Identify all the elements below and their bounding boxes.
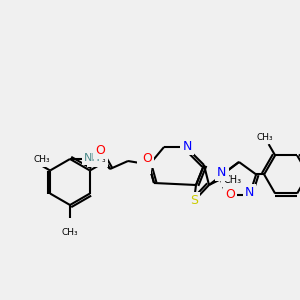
Text: O: O: [142, 152, 152, 166]
Text: CH₃: CH₃: [34, 155, 50, 164]
Text: N: N: [245, 186, 254, 199]
Text: CH₃: CH₃: [223, 175, 241, 185]
Text: S: S: [190, 194, 198, 208]
Text: N: N: [217, 166, 226, 179]
Text: N: N: [182, 140, 192, 152]
Text: N: N: [139, 158, 149, 172]
Text: NH: NH: [84, 153, 100, 163]
Text: CH₃: CH₃: [256, 133, 273, 142]
Text: CH₃: CH₃: [62, 228, 78, 237]
Text: O: O: [95, 143, 105, 157]
Text: O: O: [226, 188, 236, 201]
Text: CH₃: CH₃: [89, 155, 106, 164]
